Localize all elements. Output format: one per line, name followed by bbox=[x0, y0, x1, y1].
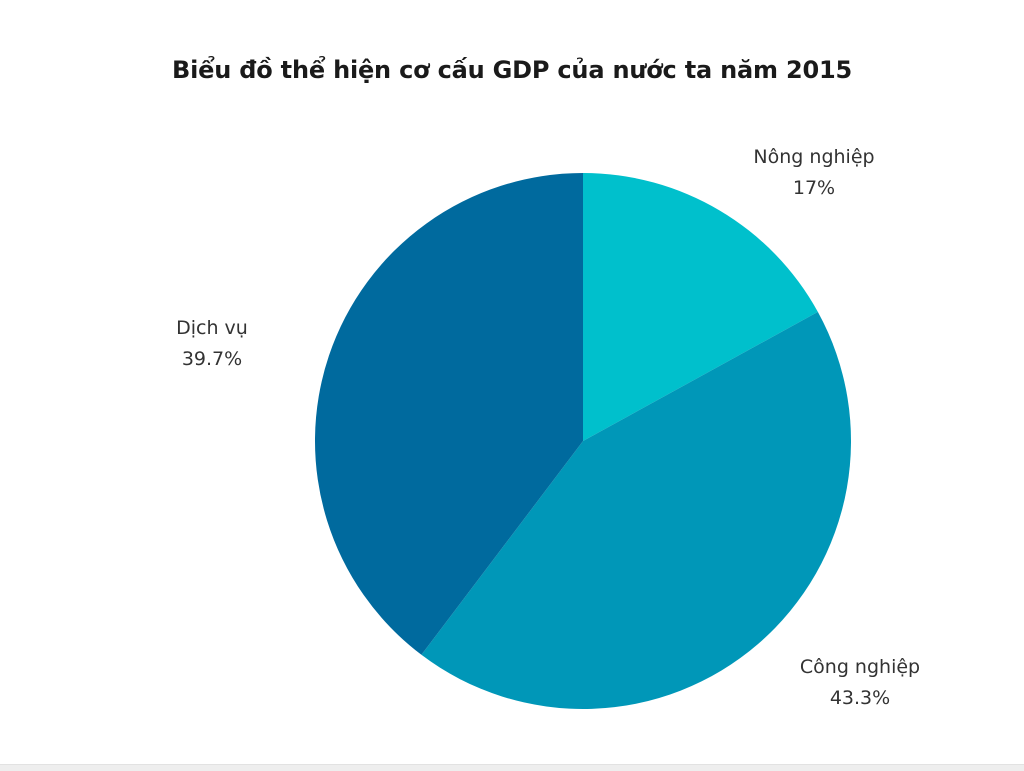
slice-label-2: Công nghiệp bbox=[800, 656, 920, 678]
bottom-divider bbox=[0, 764, 1024, 771]
pie-slice-1 bbox=[583, 173, 818, 441]
chart-title: Biểu đồ thể hiện cơ cấu GDP của nước ta … bbox=[172, 56, 852, 84]
slice-value-3: 39.7% bbox=[182, 348, 242, 370]
slice-label-1: Nông nghiệp bbox=[753, 146, 874, 168]
slice-value-2: 43.3% bbox=[830, 687, 890, 709]
slice-label-3: Dịch vụ bbox=[176, 317, 248, 339]
pie-slice-2 bbox=[421, 311, 852, 710]
slice-value-1: 17% bbox=[793, 177, 835, 199]
pie-slice-3 bbox=[314, 173, 583, 655]
